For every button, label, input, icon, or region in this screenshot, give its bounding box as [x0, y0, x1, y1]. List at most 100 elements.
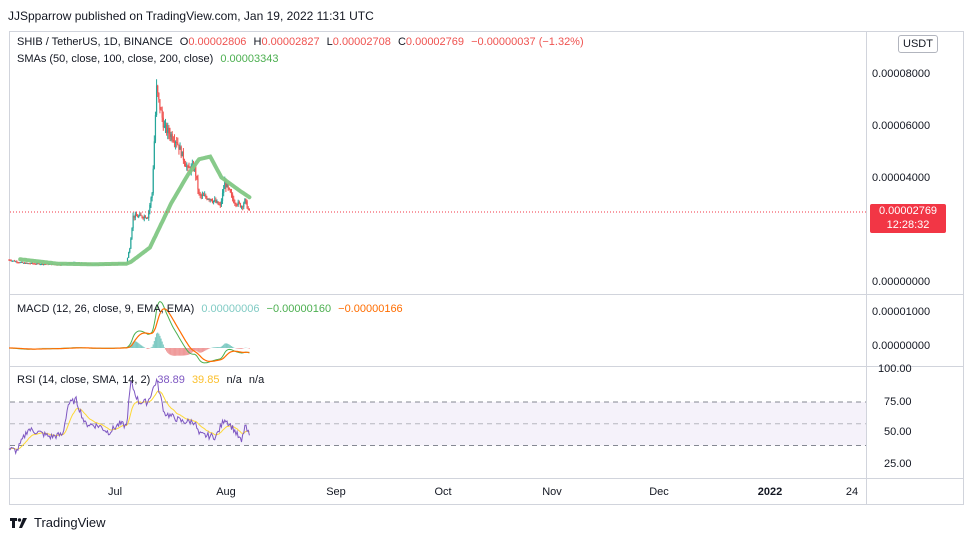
candle-body: [185, 163, 187, 167]
macd-axis-label: 0.00001000: [872, 306, 931, 318]
candle-body: [181, 151, 183, 157]
candle-body: [154, 115, 157, 142]
o-value: 0.00002806: [188, 36, 247, 48]
pane-separator[interactable]: [9, 366, 964, 367]
candle-body: [147, 217, 149, 219]
pane-separator[interactable]: [9, 294, 964, 295]
candle-body: [8, 259, 10, 261]
candle-body: [206, 197, 208, 200]
change-value: −0.00000037 (−1.32%): [471, 36, 584, 48]
sma-label: SMAs (50, close, 100, close, 200, close): [17, 53, 214, 65]
rsi-lower-band: n/a: [248, 374, 265, 386]
last-price-tag: 0.00002769 12:28:32: [870, 204, 946, 233]
candle-body: [153, 141, 155, 169]
tradingview-logo-icon: [10, 517, 30, 529]
rsi-upper-band: n/a: [226, 374, 242, 386]
candle-body: [130, 238, 132, 249]
currency-button[interactable]: USDT: [898, 35, 938, 53]
sma-line: [18, 154, 252, 267]
candle-body: [173, 141, 176, 143]
candle-body: [215, 199, 217, 203]
candle-body: [16, 261, 18, 263]
candle-body: [182, 151, 185, 161]
candle-body: [227, 184, 229, 188]
symbol-label[interactable]: SHIB / TetherUS, 1D, BINANCE: [17, 36, 173, 48]
time-axis-label: Oct: [434, 486, 452, 498]
o-label: O: [179, 36, 189, 48]
candle-body: [238, 201, 240, 204]
rsi-legend[interactable]: RSI (14, close, SMA, 14, 2) 38.89 39.85 …: [17, 374, 268, 386]
candle-body: [160, 109, 162, 111]
candle-body: [204, 195, 206, 197]
candle-body: [237, 201, 239, 205]
tradingview-footer[interactable]: TradingView: [10, 515, 106, 530]
rsi-axis-label: 75.00: [884, 396, 912, 408]
time-axis-label: 24: [845, 486, 859, 498]
macd-label: MACD (12, 26, close, 9, EMA, EMA): [17, 303, 195, 315]
candle-body: [12, 260, 15, 262]
macd-signal-value: −0.00000166: [338, 303, 403, 315]
candle-body: [38, 263, 40, 265]
candle-body: [133, 215, 135, 218]
candle-body: [29, 263, 31, 265]
candle-body: [236, 204, 238, 206]
candle-body: [129, 248, 131, 253]
candle-body: [172, 139, 174, 142]
candle-body: [19, 262, 21, 264]
candle-body: [164, 124, 167, 127]
sma-legend[interactable]: SMAs (50, close, 100, close, 200, close)…: [17, 53, 282, 65]
candle-body: [131, 228, 133, 239]
candle-body: [158, 92, 160, 100]
candle-body: [27, 263, 29, 265]
candle-body: [195, 164, 197, 176]
candle-body: [18, 262, 20, 264]
candle-body: [246, 201, 248, 209]
macd-legend[interactable]: MACD (12, 26, close, 9, EMA, EMA) 0.0000…: [17, 303, 407, 315]
chart-frame[interactable]: [9, 31, 964, 505]
candle-body: [219, 204, 221, 206]
candle-body: [216, 201, 218, 203]
candle-body: [136, 216, 139, 218]
rsi-ma-value: 39.85: [191, 374, 220, 386]
candle-body: [207, 199, 209, 201]
candle-body: [143, 216, 145, 219]
candle-body: [188, 166, 190, 169]
candle-body: [200, 194, 202, 196]
candle-body: [152, 168, 154, 194]
rsi-axis-label: 50.00: [884, 426, 912, 438]
time-axis-label: Sep: [326, 486, 346, 498]
candle-body: [210, 199, 212, 201]
candle-body: [167, 127, 169, 133]
candle-body: [239, 203, 242, 208]
candle-body: [205, 195, 207, 198]
price-axis-separator: [866, 31, 867, 505]
time-axis-label: Aug: [216, 486, 236, 498]
candle-body: [230, 192, 233, 195]
macd-hist-value: 0.00000006: [201, 303, 260, 315]
candle-body: [150, 197, 152, 205]
candle-body: [198, 189, 200, 195]
candle-body: [25, 262, 27, 264]
candle-body: [176, 141, 178, 144]
candle-body: [180, 146, 182, 157]
candle-body: [183, 160, 186, 164]
l-value: 0.00002708: [332, 36, 391, 48]
candle-body: [138, 215, 140, 218]
brand-name: TradingView: [34, 515, 106, 530]
candle-body: [45, 264, 47, 266]
candle-body: [161, 110, 163, 118]
candle-body: [179, 146, 181, 150]
candle-body: [232, 194, 234, 199]
candle-body: [201, 195, 204, 197]
candle-body: [199, 194, 201, 196]
candle-body: [11, 260, 13, 262]
candle-body: [248, 208, 250, 211]
candle-body: [243, 203, 245, 207]
candle-body: [9, 259, 11, 261]
candle-body: [26, 262, 28, 264]
candle-body: [169, 133, 171, 137]
candle-body: [142, 217, 144, 219]
rsi-axis-label: 25.00: [884, 458, 912, 470]
rsi-ma-line: [8, 390, 250, 450]
